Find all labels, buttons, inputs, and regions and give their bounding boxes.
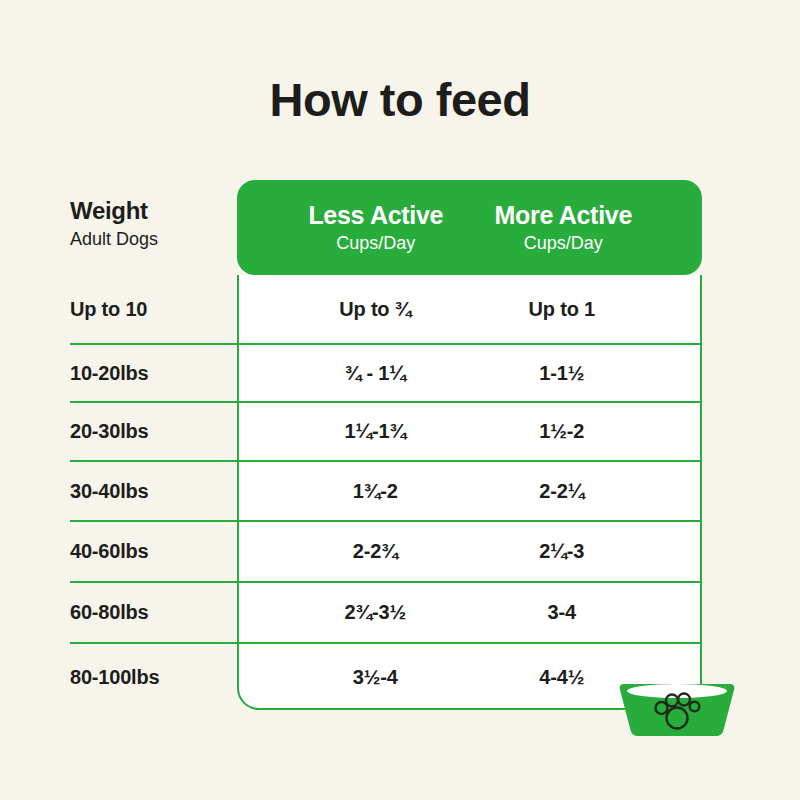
less-active-cell: ¾ - 1¼ [282,362,469,385]
weight-cell: Up to 10 [70,298,237,321]
more-active-cell: Up to 1 [469,298,656,321]
column-header-more-active: More Active Cups/Day [470,201,658,254]
column-header-less-active: Less Active Cups/Day [282,201,470,254]
less-active-label: Less Active [282,201,470,230]
weight-cell: 80-100lbs [70,666,237,689]
table-row: 80-100lbs 3½-4 4-4½ [70,644,700,710]
table-rows: Up to 10 Up to ¾ Up to 1 10-20lbs ¾ - 1¼… [70,275,700,710]
less-active-cell: 2¾-3½ [282,601,469,624]
less-active-cell: 1¾-2 [282,480,469,503]
dog-bowl-icon [615,680,739,740]
table-row: 30-40lbs 1¾-2 2-2¼ [70,462,700,522]
more-active-label: More Active [470,201,658,230]
less-active-cell: 2-2¾ [282,540,469,563]
page-title: How to feed [0,72,800,127]
weight-cell: 20-30lbs [70,420,237,443]
weight-cell: 40-60lbs [70,540,237,563]
more-active-cell: 2-2¼ [469,480,656,503]
table-row: Up to 10 Up to ¾ Up to 1 [70,275,700,345]
table-row: 40-60lbs 2-2¾ 2¼-3 [70,522,700,583]
more-active-cell: 1-1½ [469,362,656,385]
more-active-sublabel: Cups/Day [470,233,658,254]
more-active-cell: 3-4 [469,601,656,624]
weight-cell: 60-80lbs [70,601,237,624]
table-header-bar: Less Active Cups/Day More Active Cups/Da… [237,180,702,275]
table-row: 60-80lbs 2¾-3½ 3-4 [70,583,700,644]
table-row: 20-30lbs 1¼-1¾ 1½-2 [70,403,700,462]
less-active-sublabel: Cups/Day [282,233,470,254]
more-active-cell: 2¼-3 [469,540,656,563]
weight-column-header: Weight Adult Dogs [70,197,158,250]
table-row: 10-20lbs ¾ - 1¼ 1-1½ [70,345,700,403]
weight-cell: 30-40lbs [70,480,237,503]
less-active-cell: 1¼-1¾ [282,420,469,443]
weight-cell: 10-20lbs [70,362,237,385]
weight-subtitle: Adult Dogs [70,229,158,250]
feeding-guide-infographic: How to feed Weight Adult Dogs Less Activ… [0,0,800,800]
weight-title: Weight [70,197,158,225]
more-active-cell: 1½-2 [469,420,656,443]
less-active-cell: 3½-4 [282,666,469,689]
less-active-cell: Up to ¾ [282,298,469,321]
